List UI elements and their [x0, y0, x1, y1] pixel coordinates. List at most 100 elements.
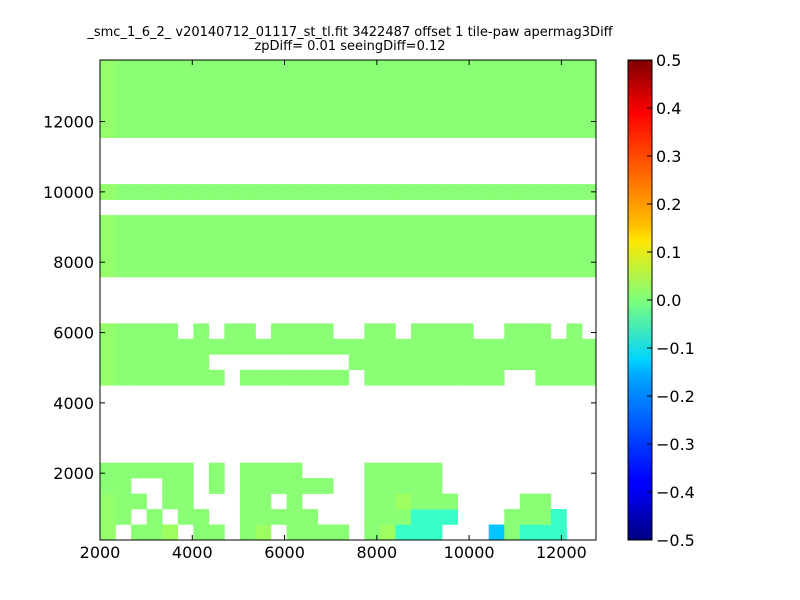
heatmap-cell	[177, 122, 194, 139]
heatmap-cell	[519, 122, 536, 139]
heatmap-cell	[115, 246, 132, 262]
heatmap-cell	[317, 60, 334, 77]
heatmap-cell	[115, 60, 132, 77]
heatmap-cell	[146, 462, 163, 479]
heatmap-cell	[115, 122, 132, 139]
colorbar-tick-label: −0.2	[656, 387, 695, 406]
heatmap-cell	[426, 524, 443, 541]
heatmap-cell	[224, 60, 241, 77]
heatmap-cell	[193, 60, 210, 77]
heatmap-cell	[193, 338, 210, 355]
heatmap-cell	[379, 354, 396, 371]
heatmap-cell	[457, 184, 474, 200]
heatmap-cell	[348, 60, 365, 77]
heatmap-cell	[535, 369, 552, 386]
heatmap-cell	[208, 60, 225, 77]
heatmap-cell	[317, 246, 334, 262]
heatmap-cell	[146, 323, 163, 340]
heatmap-cell	[442, 354, 458, 371]
heatmap-cell	[286, 369, 303, 386]
heatmap-cell	[410, 60, 427, 77]
heatmap-cell	[100, 261, 116, 278]
heatmap-cell	[100, 184, 116, 200]
heatmap-cell	[271, 338, 287, 355]
heatmap-cell	[582, 354, 597, 371]
heatmap-cell	[348, 184, 365, 200]
heatmap-cell	[177, 75, 194, 92]
heatmap-cell	[473, 230, 490, 247]
heatmap-cell	[504, 184, 521, 200]
heatmap-cell	[333, 106, 350, 123]
heatmap-cell	[162, 215, 179, 231]
heatmap-cell	[239, 462, 256, 479]
heatmap-cell	[177, 478, 194, 494]
heatmap-cell	[504, 509, 521, 525]
heatmap-cell	[193, 230, 210, 247]
heatmap-cell	[410, 91, 427, 108]
heatmap-cell	[348, 230, 365, 247]
colorbar-ticks: 0.5 0.4 0.3 0.2 0.1 0.0 −0.1 −0.2 −0.3 −0.4 −0.5	[647, 51, 695, 550]
heatmap-cell	[131, 246, 147, 262]
heatmap-cell	[426, 493, 443, 510]
heatmap-cell	[473, 91, 490, 108]
heatmap-cell	[239, 261, 256, 278]
heatmap-cell	[566, 215, 583, 231]
heatmap-cell	[364, 184, 381, 200]
heatmap-cell	[255, 75, 272, 92]
heatmap-cell	[395, 75, 412, 92]
heatmap-cell	[457, 261, 474, 278]
heatmap-cell	[208, 106, 225, 123]
heatmap-cell	[131, 493, 147, 510]
heatmap-cell	[566, 184, 583, 200]
y-tick-label: 12000	[43, 113, 94, 132]
heatmap-cell	[442, 215, 458, 231]
heatmap-cell	[286, 323, 303, 340]
heatmap-cell	[286, 462, 303, 479]
heatmap-cell	[193, 369, 210, 386]
heatmap-cell	[410, 493, 427, 510]
heatmap-cell	[239, 75, 256, 92]
heatmap-cell	[255, 524, 272, 541]
heatmap-cell	[395, 338, 412, 355]
heatmap-cell	[302, 323, 318, 340]
heatmap-cell	[100, 462, 116, 479]
heatmap-cell	[177, 509, 194, 525]
heatmap-cell	[162, 524, 179, 541]
colorbar-tick-label: 0.4	[656, 99, 681, 118]
heatmap-cell	[364, 230, 381, 247]
heatmap-cell	[364, 215, 381, 231]
y-tick-label: 2000	[53, 464, 94, 483]
heatmap-cell	[146, 354, 163, 371]
heatmap-cell	[504, 215, 521, 231]
heatmap-cell	[255, 184, 272, 200]
heatmap-cell	[379, 493, 396, 510]
heatmap-cell	[100, 493, 116, 510]
heatmap-cell	[317, 215, 334, 231]
heatmap-cell	[100, 509, 116, 525]
heatmap-cell	[379, 338, 396, 355]
heatmap-cell	[348, 106, 365, 123]
heatmap-cell	[364, 369, 381, 386]
heatmap-cell	[146, 184, 163, 200]
heatmap-cell	[582, 369, 597, 386]
heatmap-cell	[162, 75, 179, 92]
colorbar-tick-label: 0.2	[656, 195, 681, 214]
heatmap-cell	[333, 215, 350, 231]
heatmap-cell	[333, 75, 350, 92]
heatmap-cell	[302, 509, 318, 525]
heatmap-cell	[410, 184, 427, 200]
heatmap-cell	[193, 184, 210, 200]
heatmap-cell	[395, 369, 412, 386]
heatmap-cell	[162, 230, 179, 247]
chart-title-line-1: _smc_1_6_2_ v20140712_01117_st_tl.fit 34…	[87, 25, 613, 40]
heatmap-cell	[442, 230, 458, 247]
heatmap-cell	[239, 106, 256, 123]
x-tick-label: 6000	[264, 543, 305, 562]
heatmap-cell	[193, 354, 210, 371]
heatmap-cell	[224, 75, 241, 92]
heatmap-cell	[488, 246, 505, 262]
heatmap-cell	[488, 354, 505, 371]
heatmap-cell	[410, 338, 427, 355]
heatmap-cell	[550, 184, 567, 200]
heatmap-cell	[255, 246, 272, 262]
